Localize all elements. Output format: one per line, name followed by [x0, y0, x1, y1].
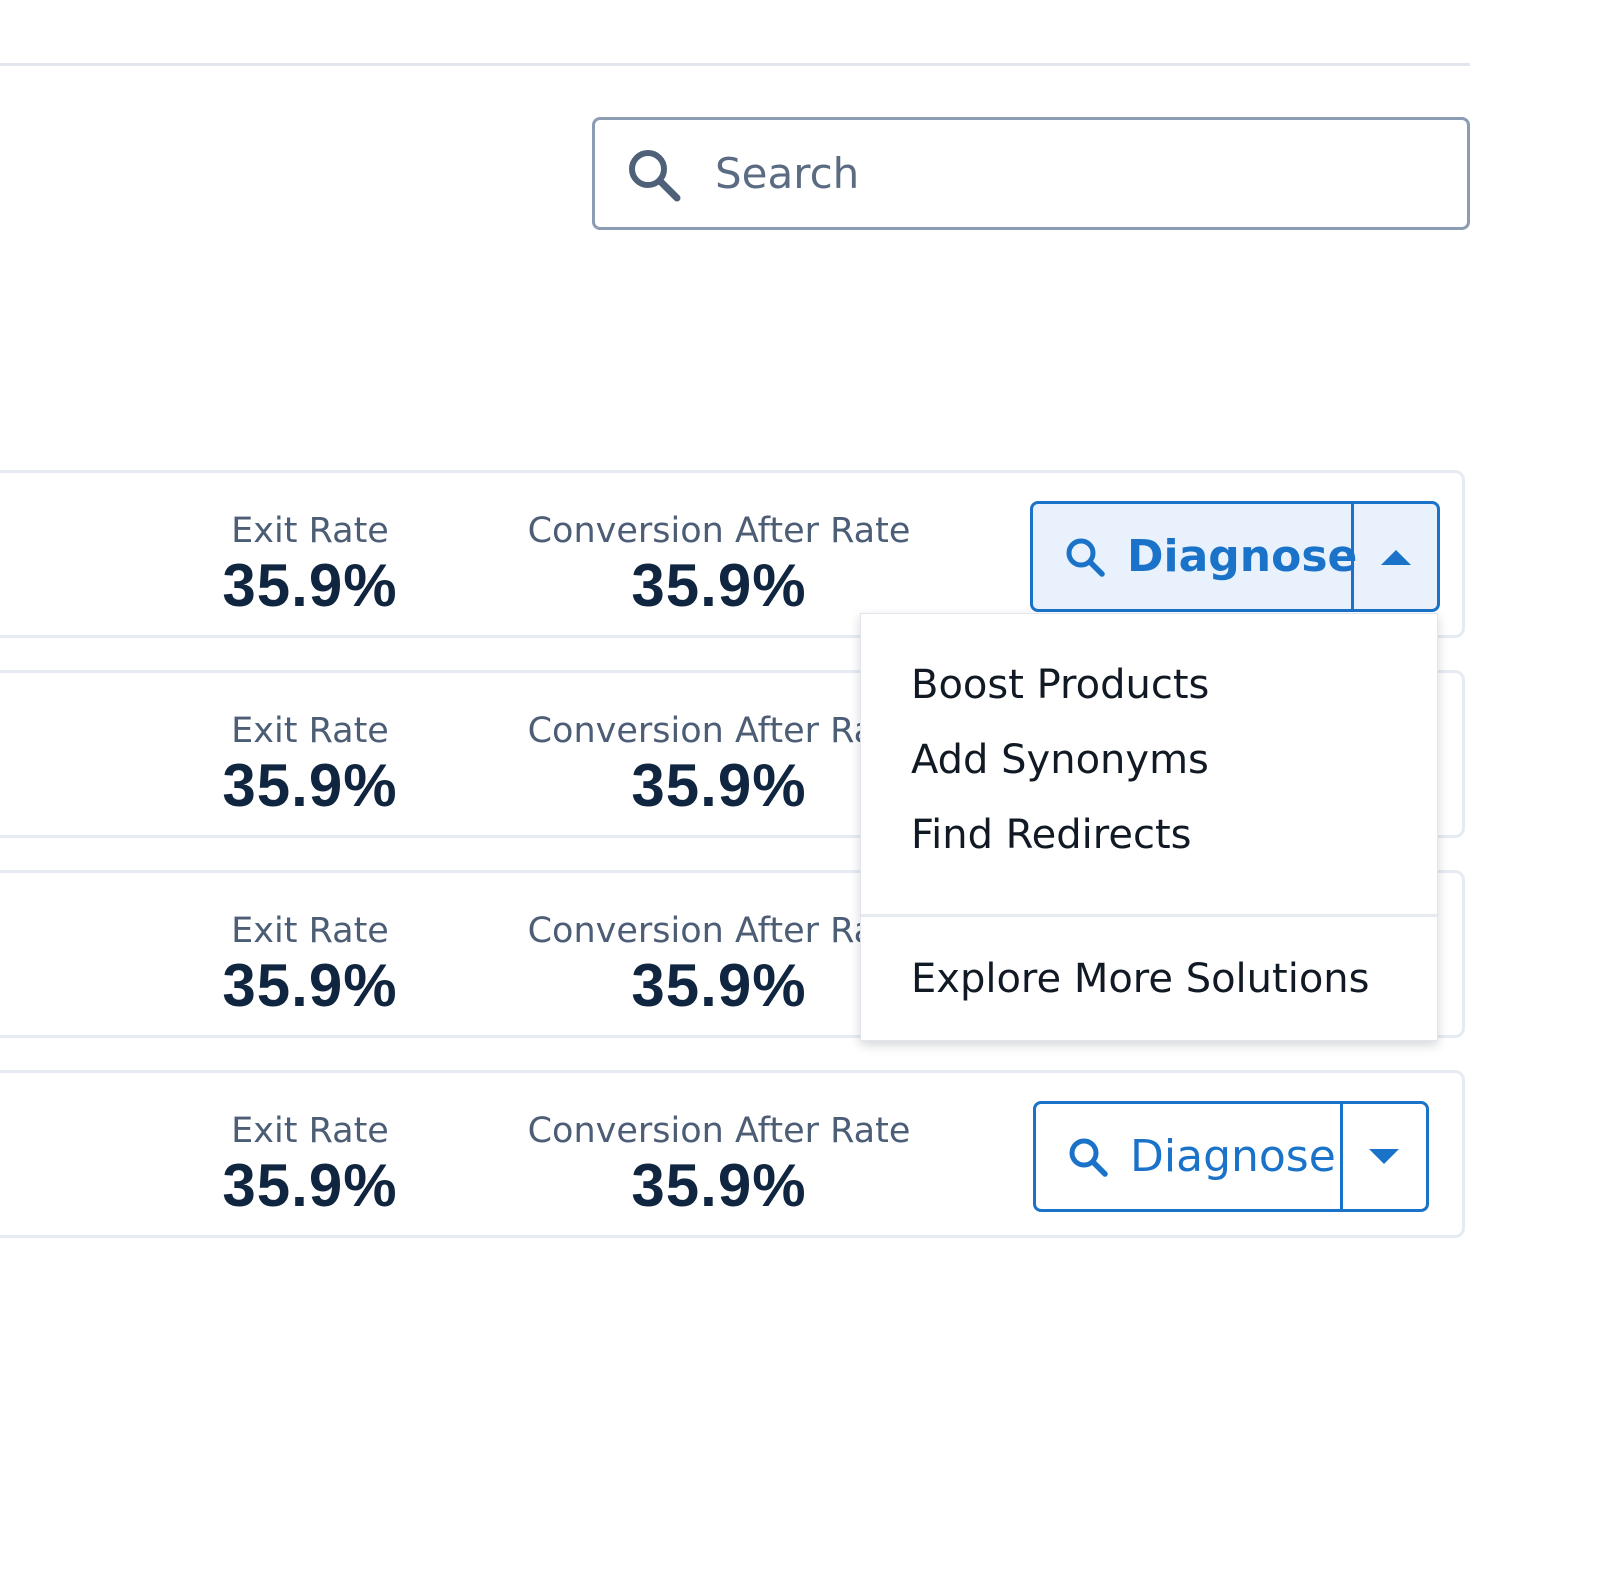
header-divider	[0, 63, 1470, 66]
diagnose-button[interactable]: Diagnose	[1033, 504, 1357, 609]
exit-rate-metric: Exit Rate 35.9%	[205, 709, 415, 817]
diagnose-button-label: Diagnose	[1130, 1131, 1336, 1182]
search-box[interactable]	[592, 117, 1470, 230]
exit-rate-label: Exit Rate	[231, 911, 389, 951]
conversion-after-rate-metric: Conversion After Rate 35.9%	[509, 1109, 929, 1217]
exit-rate-value: 35.9%	[222, 1152, 398, 1219]
conversion-after-rate-value: 35.9%	[631, 1152, 807, 1219]
conversion-after-rate-label: Conversion After Rate	[527, 511, 911, 551]
exit-rate-value: 35.9%	[222, 752, 398, 819]
diagnose-split-button[interactable]: Diagnose	[1033, 1101, 1429, 1212]
diagnose-dropdown-toggle[interactable]	[1351, 504, 1437, 609]
exit-rate-metric: Exit Rate 35.9%	[205, 909, 415, 1017]
exit-rate-value: 35.9%	[222, 952, 398, 1019]
exit-rate-metric: Exit Rate 35.9%	[205, 509, 415, 617]
caret-up-icon	[1380, 549, 1411, 565]
conversion-after-rate-metric: Conversion After Rate 35.9%	[509, 909, 929, 1017]
menu-item-explore-more-solutions[interactable]: Explore More Solutions	[911, 956, 1370, 1002]
menu-divider	[861, 914, 1437, 917]
diagnose-button[interactable]: Diagnose	[1036, 1104, 1340, 1209]
diagnose-dropdown-menu: Boost Products Add Synonyms Find Redirec…	[860, 613, 1438, 1041]
search-icon	[1066, 538, 1105, 577]
exit-rate-label: Exit Rate	[231, 711, 389, 751]
diagnose-split-button[interactable]: Diagnose	[1030, 501, 1440, 612]
conversion-after-rate-value: 35.9%	[631, 752, 807, 819]
search-input[interactable]	[715, 138, 1435, 208]
search-icon	[1069, 1138, 1108, 1177]
exit-rate-label: Exit Rate	[231, 1111, 389, 1151]
menu-item-add-synonyms[interactable]: Add Synonyms	[911, 737, 1209, 783]
search-icon	[629, 150, 681, 202]
menu-item-boost-products[interactable]: Boost Products	[911, 662, 1210, 708]
exit-rate-metric: Exit Rate 35.9%	[205, 1109, 415, 1217]
conversion-after-rate-label: Conversion After Rate	[527, 1111, 911, 1151]
conversion-after-rate-metric: Conversion After Rate 35.9%	[509, 709, 929, 817]
conversion-after-rate-label: Conversion After Rate	[527, 911, 911, 951]
diagnose-button-label: Diagnose	[1127, 531, 1358, 582]
diagnose-dropdown-toggle[interactable]	[1339, 1104, 1426, 1209]
exit-rate-value: 35.9%	[222, 552, 398, 619]
menu-item-find-redirects[interactable]: Find Redirects	[911, 812, 1192, 858]
conversion-after-rate-metric: Conversion After Rate 35.9%	[509, 509, 929, 617]
caret-down-icon	[1369, 1148, 1400, 1164]
conversion-after-rate-value: 35.9%	[631, 952, 807, 1019]
conversion-after-rate-value: 35.9%	[631, 552, 807, 619]
conversion-after-rate-label: Conversion After Rate	[527, 711, 911, 751]
exit-rate-label: Exit Rate	[231, 511, 389, 551]
